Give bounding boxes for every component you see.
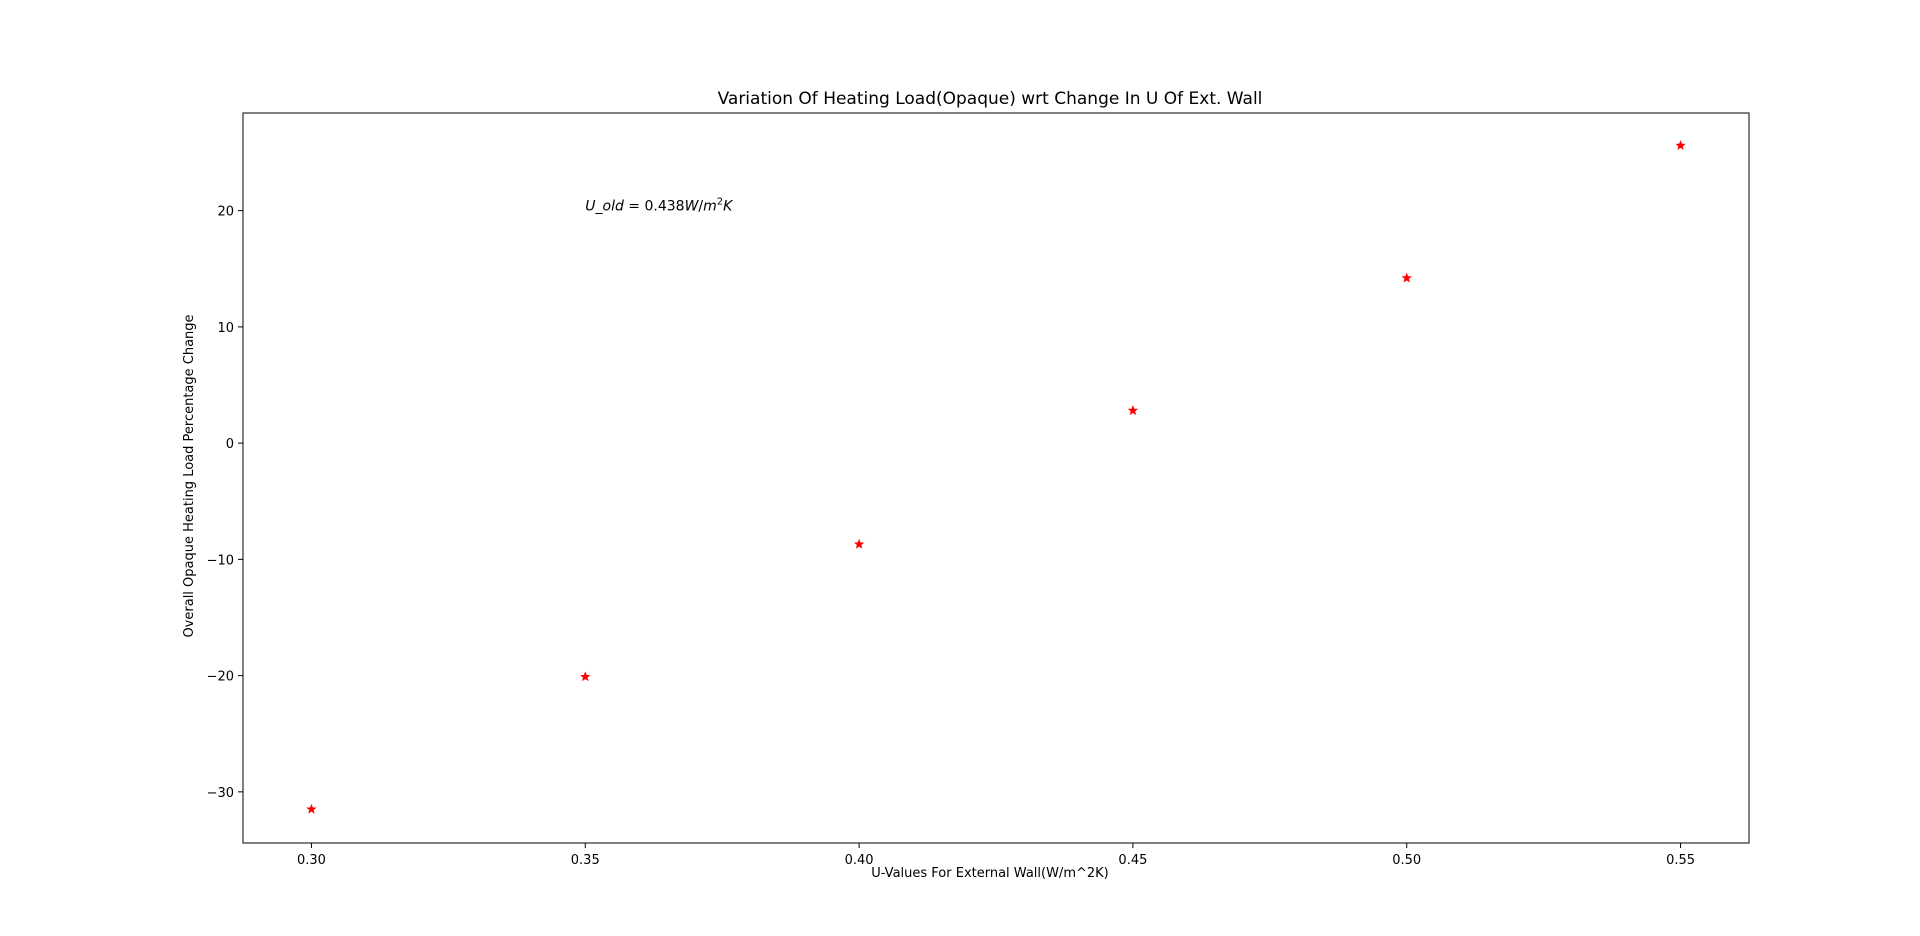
data-point	[1401, 272, 1412, 283]
y-tick-label: −10	[207, 553, 234, 568]
annotation-u-old: U_old = 0.438W/m2K	[585, 197, 734, 215]
annotation-unit-exp: 2	[717, 197, 723, 208]
annotation-unit-k: K	[723, 199, 734, 215]
annotation-lhs: U_old	[585, 199, 624, 215]
x-tick-label: 0.55	[1666, 853, 1695, 868]
data-point	[853, 538, 865, 549]
annotation-eq: = 0.438	[624, 199, 685, 215]
chart-title: Variation Of Heating Load(Opaque) wrt Ch…	[718, 89, 1263, 109]
y-axis-label: Overall Opaque Heating Load Percentage C…	[182, 314, 197, 637]
y-tick-label: 10	[217, 321, 234, 336]
annotation-unit-slash: /	[698, 199, 703, 215]
y-tick-label: −20	[207, 670, 234, 685]
annotation-unit-w: W	[685, 199, 700, 215]
y-tick-label: −30	[207, 786, 234, 801]
x-tick-label: 0.45	[1118, 853, 1147, 868]
plot-frame	[242, 112, 1750, 844]
y-tick-label: 0	[226, 437, 234, 452]
plot-area: 0.30 0.35 0.40 0.45 0.50 0.55 −30 −20 −10 0 10 20	[207, 112, 1750, 868]
x-tick-label: 0.35	[571, 853, 600, 868]
x-tick-label: 0.30	[297, 853, 326, 868]
y-tick-label: 20	[217, 205, 234, 220]
data-point	[1127, 405, 1139, 415]
x-tick-label: 0.50	[1392, 853, 1421, 868]
data-point	[580, 671, 591, 682]
x-axis-label: U-Values For External Wall(W/m^2K)	[871, 866, 1109, 881]
annotation-unit-m: m	[703, 199, 717, 215]
data-point	[306, 803, 317, 814]
x-tick-label: 0.40	[845, 853, 874, 868]
data-point	[1675, 140, 1686, 150]
